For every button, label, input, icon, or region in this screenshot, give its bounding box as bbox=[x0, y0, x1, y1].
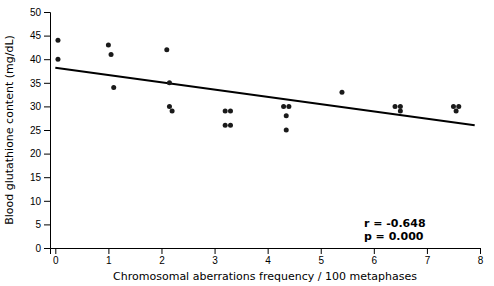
annotation: r = -0.648p = 0.000 bbox=[364, 217, 426, 243]
x-tick-mark bbox=[374, 248, 375, 254]
y-axis-line bbox=[44, 13, 51, 249]
x-tick-mark bbox=[55, 248, 56, 254]
point bbox=[164, 47, 169, 52]
y-tick-label: 25 bbox=[30, 125, 42, 136]
point bbox=[451, 104, 456, 109]
y-tick-label: 0 bbox=[35, 243, 41, 254]
y-tick-mark bbox=[44, 83, 50, 84]
x-tick-mark bbox=[215, 248, 216, 254]
x-tick-mark bbox=[480, 248, 481, 254]
x-tick: 7 bbox=[425, 248, 431, 266]
y-axis: 0 5 10 15 20 25 30 35 40 45 50 bbox=[30, 7, 51, 254]
x-tick: 1 bbox=[106, 248, 112, 266]
y-tick-mark bbox=[44, 248, 50, 249]
plot: 01234567805101520253035404550 bbox=[30, 7, 484, 266]
x-tick-label: 2 bbox=[159, 255, 165, 266]
regression-line bbox=[55, 68, 474, 126]
annotation-line: p = 0.000 bbox=[364, 230, 424, 243]
point bbox=[106, 43, 111, 48]
chart: 01234567805101520253035404550Chromosomal… bbox=[0, 0, 494, 286]
x-tick: 3 bbox=[212, 248, 218, 266]
point bbox=[111, 85, 116, 90]
x-tick-label: 4 bbox=[265, 255, 271, 266]
annotation-line: r = -0.648 bbox=[364, 217, 426, 230]
x-tick-label: 6 bbox=[372, 255, 378, 266]
point bbox=[223, 109, 228, 114]
x-axis-title: Chromosomal aberrations frequency / 100 … bbox=[113, 270, 417, 283]
y-tick-mark bbox=[44, 130, 50, 131]
x-axis: 0 1 2 3 4 5 6 7 8 bbox=[51, 248, 484, 266]
x-tick-mark bbox=[161, 248, 162, 254]
x-tick-mark bbox=[321, 248, 322, 254]
x-tick-label: 1 bbox=[106, 255, 112, 266]
x-tick-label: 8 bbox=[478, 255, 484, 266]
y-tick: 0 bbox=[35, 243, 50, 254]
y-tick-label: 40 bbox=[30, 54, 42, 65]
y-tick: 50 bbox=[30, 7, 50, 18]
y-axis-title: Blood glutathione content (mg/dL) bbox=[3, 35, 16, 225]
y-tick: 30 bbox=[30, 101, 50, 112]
x-tick: 5 bbox=[318, 248, 324, 266]
point bbox=[170, 109, 175, 114]
point bbox=[281, 104, 286, 109]
point bbox=[286, 104, 291, 109]
y-tick-label: 15 bbox=[30, 172, 42, 183]
point bbox=[167, 80, 172, 85]
x-tick: 8 bbox=[478, 248, 484, 266]
y-tick: 40 bbox=[30, 54, 50, 65]
y-tick-mark bbox=[44, 177, 50, 178]
point bbox=[398, 104, 403, 109]
y-tick-label: 10 bbox=[30, 196, 42, 207]
y-tick-label: 5 bbox=[35, 219, 41, 230]
y-tick: 35 bbox=[30, 78, 50, 89]
point bbox=[284, 128, 289, 133]
y-tick-mark bbox=[44, 201, 50, 202]
point bbox=[398, 109, 403, 114]
y-tick: 20 bbox=[30, 148, 50, 159]
y-tick-mark bbox=[44, 12, 50, 13]
point bbox=[284, 113, 289, 118]
x-tick-label: 0 bbox=[53, 255, 59, 266]
x-tick-mark bbox=[268, 248, 269, 254]
x-tick: 2 bbox=[159, 248, 165, 266]
marks bbox=[55, 38, 474, 133]
point bbox=[393, 104, 398, 109]
point bbox=[454, 109, 459, 114]
point bbox=[228, 109, 233, 114]
y-tick: 15 bbox=[30, 172, 50, 183]
x-tick-label: 3 bbox=[212, 255, 218, 266]
y-tick-label: 20 bbox=[30, 148, 42, 159]
y-tick: 45 bbox=[30, 30, 50, 41]
point bbox=[55, 38, 60, 43]
y-tick: 25 bbox=[30, 125, 50, 136]
y-tick-label: 45 bbox=[30, 30, 42, 41]
point bbox=[55, 57, 60, 62]
y-tick: 5 bbox=[35, 219, 50, 230]
point bbox=[339, 90, 344, 95]
x-tick-label: 5 bbox=[318, 255, 324, 266]
x-tick: 4 bbox=[265, 248, 271, 266]
y-tick-mark bbox=[44, 224, 50, 225]
y-tick-label: 50 bbox=[30, 7, 42, 18]
x-axis-line bbox=[51, 249, 481, 255]
x-tick: 6 bbox=[372, 248, 378, 266]
y-tick-mark bbox=[44, 154, 50, 155]
y-tick-mark bbox=[44, 59, 50, 60]
point bbox=[456, 104, 461, 109]
y-tick-mark bbox=[44, 106, 50, 107]
x-tick-mark bbox=[108, 248, 109, 254]
point bbox=[228, 123, 233, 128]
point bbox=[167, 104, 172, 109]
x-tick: 0 bbox=[53, 248, 59, 266]
x-tick-mark bbox=[427, 248, 428, 254]
y-tick: 10 bbox=[30, 196, 50, 207]
point bbox=[223, 123, 228, 128]
x-tick-label: 7 bbox=[425, 255, 431, 266]
point bbox=[109, 52, 114, 57]
y-tick-label: 35 bbox=[30, 78, 42, 89]
y-tick-label: 30 bbox=[30, 101, 42, 112]
y-tick-mark bbox=[44, 36, 50, 37]
